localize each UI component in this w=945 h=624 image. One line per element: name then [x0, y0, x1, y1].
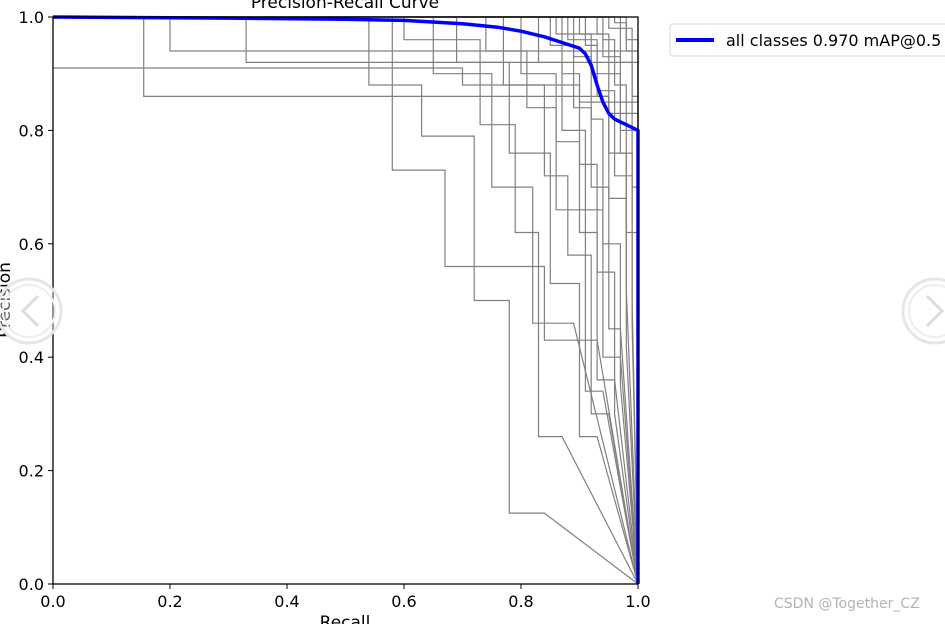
y-tick-label: 0.8: [19, 121, 44, 140]
class-curve: [53, 16, 639, 585]
class-curve: [53, 16, 639, 584]
class-curve: [53, 16, 639, 585]
class-curve: [53, 16, 639, 585]
legend: all classes 0.970 mAP@0.5: [669, 23, 945, 57]
series-line-all-classes: [52, 15, 640, 584]
y-tick-label: 1.0: [19, 8, 44, 27]
class-curves-group: [53, 16, 639, 585]
class-curve: [53, 16, 639, 585]
class-curve: [53, 16, 639, 585]
class-curve: [53, 16, 639, 585]
class-curve: [53, 16, 639, 584]
y-tick-label: 0.6: [19, 235, 44, 254]
x-tick-label: 0.4: [274, 592, 299, 611]
chevron-right-icon: [901, 277, 945, 345]
class-curve: [53, 16, 639, 584]
next-image-button[interactable]: [900, 276, 945, 346]
x-tick-label: 0.2: [157, 592, 182, 611]
class-curve: [53, 16, 639, 585]
class-curve: [53, 16, 639, 585]
class-curve: [53, 16, 639, 585]
class-curve: [53, 16, 639, 585]
chart-title: Precision-Recall Curve: [251, 0, 439, 13]
main-series-group: [52, 15, 640, 584]
x-tick-label: 0.6: [391, 592, 416, 611]
class-curve: [53, 16, 639, 585]
x-tick-label: 1.0: [625, 592, 650, 611]
legend-box: [669, 23, 945, 57]
previous-image-button[interactable]: [0, 276, 64, 346]
class-curve: [53, 16, 639, 584]
class-curve: [53, 16, 639, 585]
watermark-text: CSDN @Together_CZ: [774, 596, 920, 612]
y-tick-label: 0.2: [19, 462, 44, 481]
chevron-left-icon: [0, 277, 63, 345]
legend-label: all classes 0.970 mAP@0.5: [726, 31, 941, 50]
y-axis: 0.0 0.2 0.4 0.6 0.8 1.0: [19, 8, 53, 594]
x-tick-label: 0.8: [508, 592, 533, 611]
x-axis: 0.0 0.2 0.4 0.6 0.8 1.0: [40, 584, 651, 611]
y-tick-label: 0.0: [19, 575, 44, 594]
x-axis-label: Recall: [320, 613, 371, 624]
class-curve: [53, 16, 639, 585]
class-curve: [53, 16, 639, 585]
plot-frame: [52, 16, 639, 585]
class-curve: [53, 16, 639, 585]
class-curve: [53, 16, 639, 584]
class-curve: [53, 16, 639, 585]
x-tick-label: 0.0: [40, 592, 65, 611]
class-curve: [53, 16, 639, 584]
y-tick-label: 0.4: [19, 348, 44, 367]
